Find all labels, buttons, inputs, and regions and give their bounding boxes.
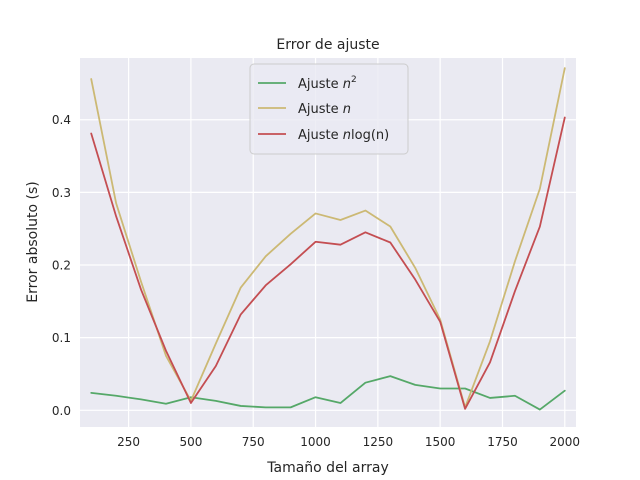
legend-label: Ajuste nlog(n) xyxy=(298,128,389,143)
series-line-1 xyxy=(90,375,566,411)
series-line-3 xyxy=(90,116,566,410)
series-line-2 xyxy=(90,67,566,409)
legend-label: Ajuste n2 xyxy=(298,75,357,92)
x-tick-label: 2000 xyxy=(550,435,581,449)
y-tick-label: 0.4 xyxy=(52,113,71,127)
x-tick-label: 500 xyxy=(179,435,202,449)
x-tick-label: 1500 xyxy=(425,435,456,449)
legend-label: Ajuste n xyxy=(298,102,351,117)
x-tick-label: 1750 xyxy=(487,435,518,449)
legend: Ajuste n2 Ajuste n Ajuste nlog(n) xyxy=(249,63,409,155)
y-tick-label: 0.3 xyxy=(52,186,71,200)
legend-box xyxy=(249,63,409,155)
series-lines xyxy=(90,67,566,411)
x-tick-label: 1000 xyxy=(300,435,331,449)
y-tick-label: 0.1 xyxy=(52,331,71,345)
x-tick-label: 250 xyxy=(117,435,140,449)
x-tick-labels: 250 500 750 1000 1250 1500 1750 2000 xyxy=(117,435,580,449)
y-axis-label: Error absoluto (s) xyxy=(25,181,41,302)
x-tick-label: 1250 xyxy=(363,435,394,449)
y-tick-labels: 0.0 0.1 0.2 0.3 0.4 xyxy=(52,113,71,418)
x-axis-label: Tamaño del array xyxy=(266,460,388,476)
y-tick-label: 0.2 xyxy=(52,259,71,273)
x-tick-label: 750 xyxy=(242,435,265,449)
y-tick-label: 0.0 xyxy=(52,404,71,418)
chart-title: Error de ajuste xyxy=(276,37,379,53)
